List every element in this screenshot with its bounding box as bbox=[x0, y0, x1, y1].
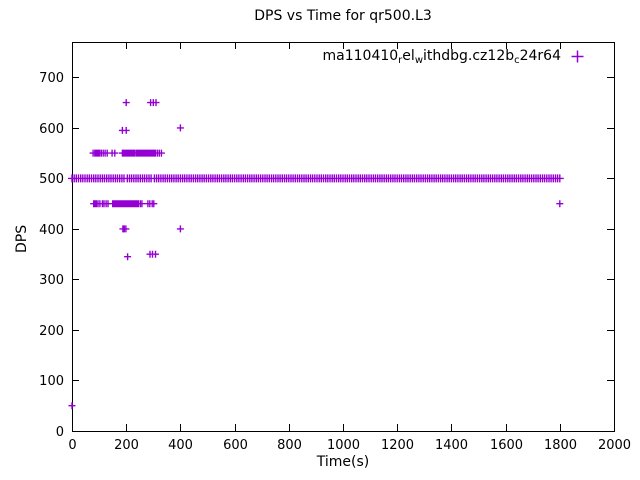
legend-label-subscript: c bbox=[514, 55, 520, 66]
x-tick-label: 1000 bbox=[327, 438, 360, 453]
x-tick-label: 1400 bbox=[435, 438, 468, 453]
legend: ma110410relwithdbg.cz12bc24r64 bbox=[322, 48, 585, 66]
legend-label-segment: ithdbg.cz12b bbox=[423, 48, 515, 64]
scatter-points bbox=[68, 99, 564, 410]
x-tick-label: 800 bbox=[277, 438, 302, 453]
y-tick-label: 700 bbox=[39, 71, 64, 86]
y-tick-label: 600 bbox=[39, 122, 64, 137]
x-tick-label: 2000 bbox=[598, 438, 631, 453]
x-tick-label: 400 bbox=[168, 438, 193, 453]
legend-label-segment: ma110410 bbox=[322, 48, 399, 64]
y-tick-label: 200 bbox=[39, 324, 64, 339]
x-tick-label: 0 bbox=[68, 438, 76, 453]
legend-label-subscript: w bbox=[414, 55, 423, 66]
y-tick-label: 500 bbox=[39, 172, 64, 187]
y-tick-label: 400 bbox=[39, 223, 64, 238]
y-tick-label: 100 bbox=[39, 374, 64, 389]
legend-label-segment: el bbox=[402, 48, 415, 64]
x-tick-label: 1600 bbox=[490, 438, 523, 453]
x-tick-label: 1800 bbox=[544, 438, 577, 453]
y-tick-label: 300 bbox=[39, 273, 64, 288]
legend-label-segment: 24r64 bbox=[519, 48, 561, 64]
legend-label: ma110410relwithdbg.cz12bc24r64 bbox=[322, 48, 562, 66]
legend-marker-icon bbox=[571, 50, 584, 62]
x-axis-label: Time(s) bbox=[316, 454, 370, 470]
x-tick-label: 1200 bbox=[381, 438, 414, 453]
chart-title: DPS vs Time for qr500.L3 bbox=[254, 8, 432, 24]
x-tick-label: 200 bbox=[114, 438, 139, 453]
legend-label-subscript: r bbox=[398, 55, 403, 66]
x-tick-label: 600 bbox=[223, 438, 248, 453]
y-tick-label: 0 bbox=[56, 425, 64, 440]
